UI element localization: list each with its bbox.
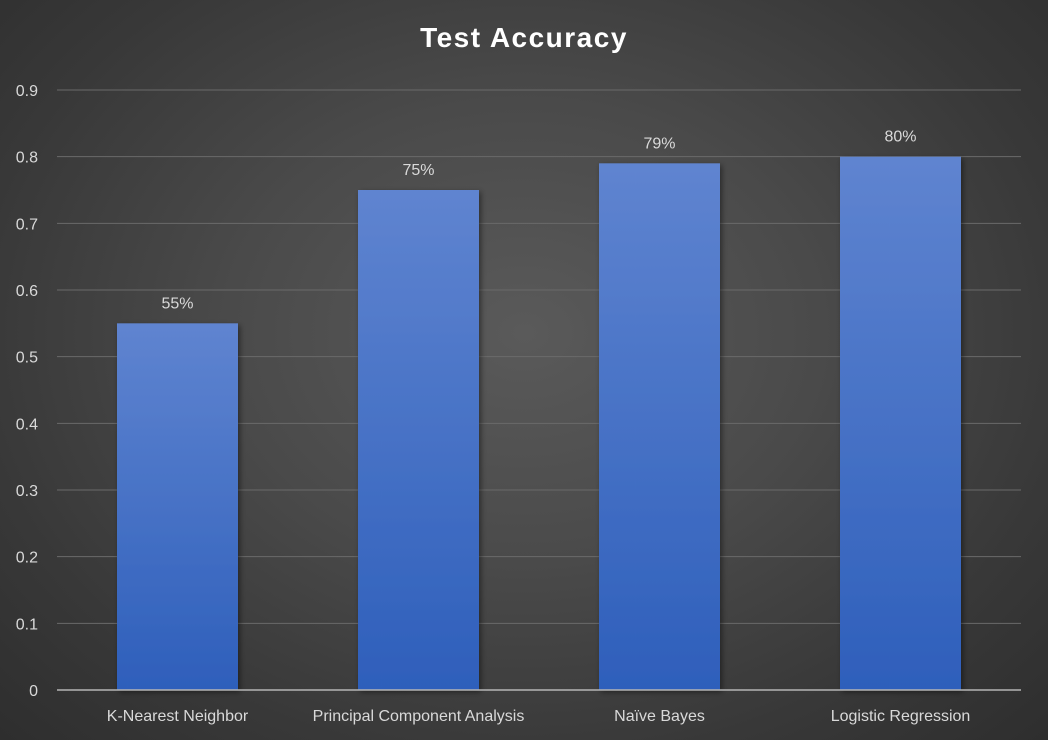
y-tick-label: 0.9 (16, 83, 38, 100)
x-tick-label: Logistic Regression (831, 708, 971, 725)
x-tick-label: K-Nearest Neighbor (107, 708, 249, 725)
y-axis-ticks: 0 0.1 0.2 0.3 0.4 0.5 0.6 0.7 0.8 0.9 (16, 83, 38, 700)
bar (117, 323, 238, 690)
y-tick-label: 0.6 (16, 283, 38, 300)
y-tick-label: 0 (29, 683, 38, 700)
chart-title: Test Accuracy (420, 22, 628, 53)
x-tick-label: Principal Component Analysis (313, 708, 525, 725)
x-tick-label: Naïve Bayes (614, 708, 705, 725)
data-labels: 55% 75% 79% 80% (161, 129, 916, 313)
bar (599, 163, 720, 691)
y-tick-label: 0.2 (16, 550, 38, 567)
data-label: 80% (884, 129, 916, 146)
y-tick-label: 0.7 (16, 216, 38, 233)
y-tick-label: 0.1 (16, 616, 38, 633)
bars (117, 156, 961, 691)
data-label: 75% (402, 162, 434, 179)
y-tick-label: 0.3 (16, 483, 38, 500)
bar (358, 190, 479, 690)
bar (840, 156, 961, 690)
y-tick-label: 0.4 (16, 416, 38, 433)
data-label: 79% (643, 135, 675, 152)
data-label: 55% (161, 295, 193, 312)
x-axis-ticks: K-Nearest Neighbor Principal Component An… (107, 708, 971, 725)
y-tick-label: 0.5 (16, 350, 38, 367)
y-tick-label: 0.8 (16, 150, 38, 167)
